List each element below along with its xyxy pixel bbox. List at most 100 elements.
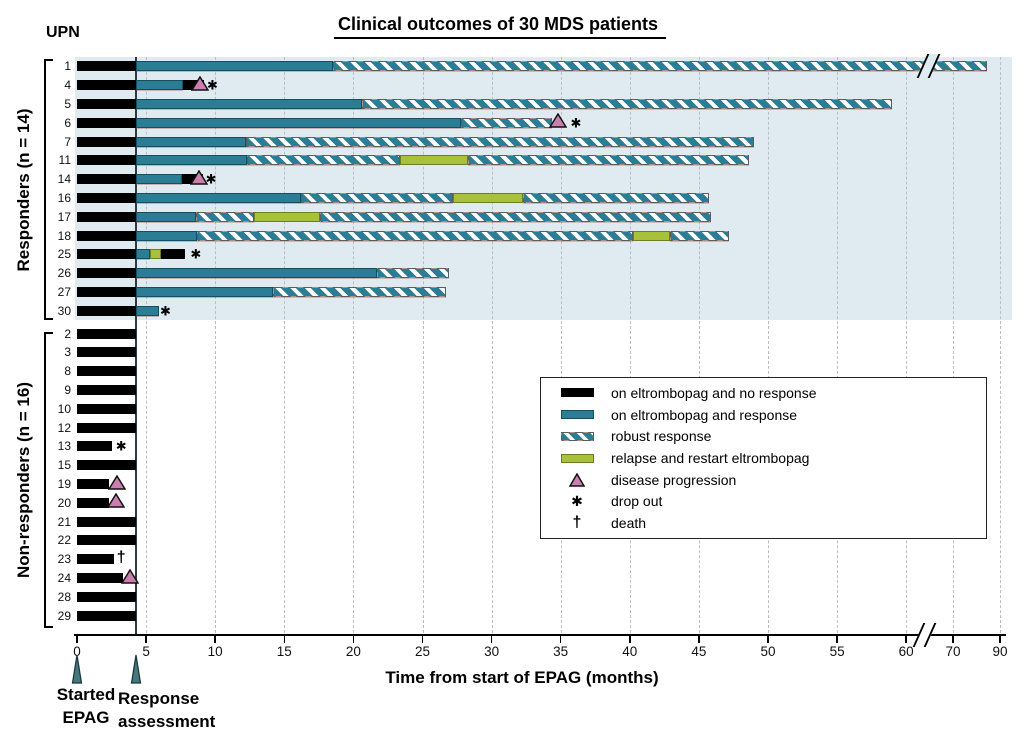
legend-swatch-dagger: † — [554, 515, 600, 531]
bar-segment-robust — [300, 193, 453, 203]
gridline-40 — [629, 57, 631, 633]
legend-label: robust response — [611, 428, 712, 445]
x-axis-tick-label-60: 60 — [898, 644, 914, 659]
upn-label-6: 6 — [64, 115, 71, 130]
bar-segment-no_response — [77, 136, 137, 147]
drop-out-marker: ✱ — [570, 115, 582, 131]
x-axis-tick-25 — [421, 636, 424, 643]
bar-segment-no_response — [77, 573, 123, 583]
gridline-15 — [284, 57, 286, 633]
bar-segment-no_response — [77, 249, 137, 260]
bar-segment-robust — [320, 211, 712, 222]
started-epag-annotation: Started EPAG — [56, 685, 116, 727]
legend-item-green-bar: relapse and restart eltrombopag — [541, 447, 986, 469]
bar-segment-robust — [332, 61, 988, 72]
response-assessment-annotation: Response assessment — [118, 689, 216, 731]
bar-segment-robust — [273, 287, 446, 297]
upn-label-3: 3 — [64, 345, 71, 360]
bar-segment-response — [136, 117, 462, 128]
teal-bar-icon — [560, 410, 594, 420]
upn-label-28: 28 — [57, 589, 71, 604]
bar-segment-robust — [197, 230, 633, 241]
upn-label-7: 7 — [64, 134, 71, 149]
legend-label: on eltrombopag and no response — [611, 384, 817, 401]
drop-out-marker: ✱ — [205, 171, 217, 187]
upn-label-27: 27 — [57, 285, 71, 299]
x-axis-tick-35 — [559, 636, 562, 643]
x-axis-tick-20 — [352, 636, 355, 643]
x-axis-tick-30 — [490, 636, 493, 643]
bar-segment-robust — [361, 99, 893, 109]
upn-label-26: 26 — [57, 266, 71, 281]
bar-segment-response — [136, 249, 151, 260]
bar-segment-no_response — [77, 193, 137, 203]
bar-segment-response — [136, 268, 377, 279]
upn-label-18: 18 — [57, 228, 71, 243]
dagger-icon: † — [572, 514, 582, 532]
bar-segment-no_response — [77, 174, 137, 185]
legend-item-star: ✱ drop out — [541, 491, 986, 513]
bar-segment-relapse — [150, 249, 162, 260]
bar-segment-response — [136, 174, 183, 185]
bar-segment-robust — [376, 268, 449, 279]
bar-segment-robust — [468, 155, 749, 166]
gridline-90 — [1000, 57, 1001, 633]
bar-segment-response — [136, 287, 274, 297]
upn-label-20: 20 — [57, 495, 71, 510]
x-axis-tick-label-50: 50 — [760, 644, 776, 659]
legend-swatch-striped-bar — [554, 431, 600, 441]
bar-segment-response — [136, 230, 198, 241]
bar-segment-no_response — [77, 328, 137, 339]
x-axis-line — [74, 634, 1006, 636]
disease-progression-marker — [106, 492, 126, 513]
gridline-35 — [560, 57, 562, 633]
bar-segment-no_response — [77, 610, 137, 621]
upn-label-16: 16 — [57, 191, 71, 205]
x-axis-tick-label-30: 30 — [484, 644, 500, 659]
star-icon: ✱ — [571, 493, 583, 510]
bar-segment-response — [136, 305, 159, 316]
legend-item-dagger: † death — [541, 512, 986, 534]
gridline-10 — [215, 57, 217, 633]
gridline-70 — [953, 57, 954, 633]
upn-label-11: 11 — [58, 153, 71, 168]
x-axis-tick-90 — [999, 636, 1001, 643]
x-axis-tick-label-55: 55 — [829, 644, 845, 659]
started-epag-arrow-icon — [70, 654, 84, 689]
upn-label-23: 23 — [57, 552, 71, 567]
x-axis-tick-label-20: 20 — [345, 644, 361, 659]
legend-swatch-green-bar — [554, 453, 600, 463]
x-axis-tick-5 — [145, 636, 147, 643]
gridline-55 — [837, 57, 839, 633]
bar-segment-response — [136, 211, 196, 222]
bar-segment-robust — [246, 155, 401, 166]
gridline-45 — [698, 57, 700, 633]
upn-label-1: 1 — [64, 59, 71, 74]
upn-label-17: 17 — [57, 209, 71, 224]
bar-segment-no_response — [161, 249, 185, 260]
upn-label-15: 15 — [57, 458, 71, 473]
legend-label: drop out — [611, 493, 663, 510]
bar-segment-response — [136, 99, 362, 109]
disease-progression-marker — [189, 169, 208, 190]
disease-progression-marker — [190, 75, 210, 96]
legend-item-black-bar: on eltrombopag and no response — [541, 382, 986, 404]
legend-box: on eltrombopag and no response on eltromb… — [540, 377, 987, 539]
gridline-30 — [491, 57, 493, 633]
disease-progression-marker — [548, 112, 568, 133]
black-bar-icon — [560, 388, 594, 398]
gridline-20 — [353, 57, 355, 633]
legend-item-striped-bar: robust response — [541, 425, 986, 447]
legend-swatch-black-bar — [554, 388, 600, 398]
legend-swatch-teal-bar — [554, 410, 600, 420]
drop-out-marker: ✱ — [206, 77, 218, 93]
x-axis-tick-label-10: 10 — [207, 644, 223, 659]
bar-segment-no_response — [77, 385, 137, 395]
triangle-icon — [568, 472, 586, 487]
gridline-50 — [768, 57, 769, 633]
bar-segment-no_response — [77, 99, 137, 109]
upn-label-21: 21 — [57, 514, 71, 529]
non-responders-bracket — [44, 332, 53, 628]
bar-segment-no_response — [77, 460, 137, 471]
